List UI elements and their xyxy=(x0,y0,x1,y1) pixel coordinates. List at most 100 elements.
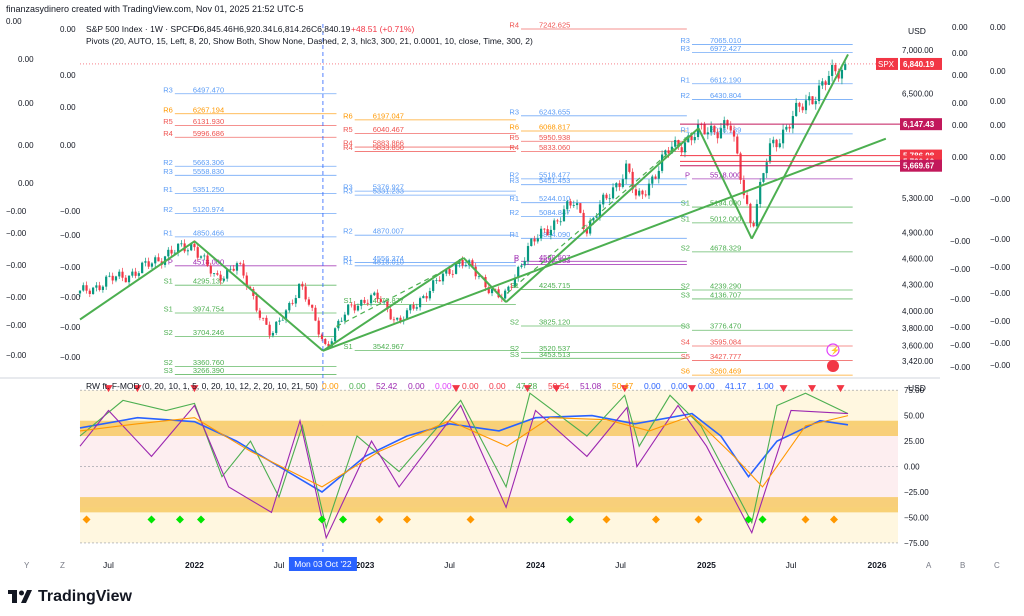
candle-body xyxy=(510,286,513,288)
candle-body xyxy=(772,139,775,144)
osc-orange-diamond xyxy=(801,515,810,524)
side-value-label: 0.00 xyxy=(18,141,34,150)
lightning-icon xyxy=(826,343,840,357)
side-value-label: 0.00 xyxy=(60,25,76,34)
ohlc-low: L6,814.26 xyxy=(273,24,311,34)
candle-body xyxy=(320,334,324,339)
pivot-value: 6267.194 xyxy=(193,105,224,114)
candle-body xyxy=(284,310,288,320)
chart-credit: finanzasydinero created with TradingView… xyxy=(6,4,304,14)
pivot-name-r3: R3 xyxy=(509,176,519,185)
candle-body xyxy=(412,304,415,309)
side-value-label: −0.00 xyxy=(990,235,1011,244)
candle-body xyxy=(343,314,346,321)
candle-body xyxy=(95,285,98,288)
candle-body xyxy=(471,260,474,267)
pivot-value: 6972.427 xyxy=(710,44,741,53)
pivot-value: 5376.927 xyxy=(373,183,404,192)
candle-body xyxy=(307,299,311,305)
candle-body xyxy=(108,275,111,277)
pivot-value: 3266.390 xyxy=(193,366,224,375)
trendline xyxy=(462,257,507,303)
pivot-name-r1: R1 xyxy=(163,185,173,194)
osc-orange-diamond xyxy=(82,515,91,524)
candle-body xyxy=(206,255,209,266)
time-tick-label: Jul xyxy=(274,560,285,570)
osc-orange-diamond xyxy=(694,515,703,524)
candle-body xyxy=(350,304,353,306)
candle-body xyxy=(445,268,448,274)
side-value-label: −0.00 xyxy=(990,195,1011,204)
tradingview-logo[interactable]: TradingView xyxy=(8,588,132,606)
candle-body xyxy=(222,278,225,281)
candle-body xyxy=(157,257,160,262)
candle-body xyxy=(255,295,258,311)
candle-body xyxy=(507,286,510,291)
price-tick-label: 3,800.00 xyxy=(902,324,934,333)
candle-body xyxy=(203,255,206,257)
candle-body xyxy=(523,261,526,266)
osc-upper-bg xyxy=(80,390,898,426)
pivot-value: 5950.938 xyxy=(539,133,570,142)
ohlc-open: O6,845.46 xyxy=(193,24,233,34)
side-value-label: 0.00 xyxy=(952,49,968,58)
osc-band xyxy=(80,497,898,513)
pivot-name-r3: R3 xyxy=(343,187,353,196)
osc-legend-value: 47.28 xyxy=(516,381,538,391)
candle-body xyxy=(716,132,719,139)
side-value-label: −0.00 xyxy=(990,317,1011,326)
candle-body xyxy=(811,96,814,105)
candle-body xyxy=(693,137,696,141)
osc-legend-value: 0.00 xyxy=(644,381,661,391)
chart-canvas[interactable]: R3 6497.470 R6 6267.194 R5 6131.930 R4 5996.686… xyxy=(0,0,1024,580)
candle-body xyxy=(448,268,451,274)
candle-body xyxy=(232,268,235,271)
osc-legend-value: 50.47 xyxy=(612,381,634,391)
trendline xyxy=(322,137,887,352)
osc-legend-value: 50.54 xyxy=(548,381,570,391)
candle-body xyxy=(435,279,438,281)
candle-body xyxy=(539,228,543,239)
trendline xyxy=(750,53,849,240)
osc-green-diamond xyxy=(339,515,348,524)
osc-axis-currency: USD xyxy=(908,383,926,393)
time-tick-label: Jul xyxy=(786,560,797,570)
pivot-name-s1: S1 xyxy=(344,342,353,351)
price-tag-symbol-bg xyxy=(876,57,898,70)
side-value-label: 0.00 xyxy=(990,23,1006,32)
candle-body xyxy=(831,64,834,76)
candle-body xyxy=(144,261,147,263)
side-value-label: −0.00 xyxy=(6,293,27,302)
candle-body xyxy=(494,288,497,290)
candle-body xyxy=(311,304,314,308)
pivot-name-r1: R1 xyxy=(343,254,353,263)
candle-body xyxy=(399,317,402,322)
side-value-label: −0.00 xyxy=(60,293,81,302)
time-tick-label: 2026 xyxy=(868,560,887,570)
pivot-value: 6040.467 xyxy=(373,125,404,134)
pivot-name-r6: R6 xyxy=(163,105,173,114)
pivot-name-r1: R1 xyxy=(163,228,173,237)
candle-body xyxy=(526,246,530,262)
candle-body xyxy=(732,130,736,137)
bottom-letter: B xyxy=(960,561,965,570)
pivot-value: 5518.000 xyxy=(710,170,741,179)
pivot-name-r4: R4 xyxy=(509,143,519,152)
price-tick-label: 7,000.00 xyxy=(902,46,934,55)
pivot-name-s2: S2 xyxy=(164,358,173,367)
candle-body xyxy=(710,125,713,133)
pivot-name-s2: S2 xyxy=(510,344,519,353)
candle-body xyxy=(180,243,183,245)
osc-red-triangle xyxy=(687,385,696,393)
candle-body xyxy=(696,124,700,138)
candle-body xyxy=(690,135,693,141)
candle-body xyxy=(765,162,768,174)
osc-tick-label: 75.00 xyxy=(904,386,925,395)
candle-body xyxy=(569,201,572,206)
osc-title: RW ft. F-MOD (0, 20, 10, 1, 5, 0, 20, 10… xyxy=(86,381,318,391)
side-value-label: 0.00 xyxy=(60,103,76,112)
candle-body xyxy=(840,69,844,79)
osc-green-diamond xyxy=(196,515,205,524)
price-tick-label: 4,600.00 xyxy=(902,255,934,264)
candle-body xyxy=(513,277,517,288)
